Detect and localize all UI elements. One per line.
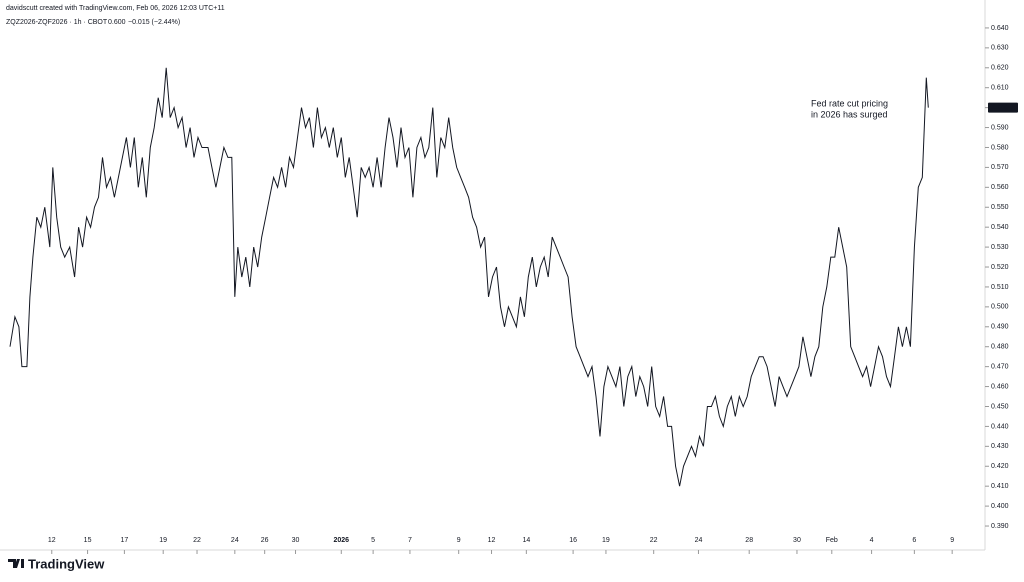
y-tick-label: 0.450 — [991, 403, 1009, 410]
y-tick-label: 0.460 — [991, 383, 1009, 390]
x-tick-label: 26 — [261, 537, 269, 544]
annotation: in 2026 has surged — [811, 109, 888, 119]
y-tick-label: 0.590 — [991, 124, 1009, 131]
y-tick-label: 0.430 — [991, 443, 1009, 450]
y-tick-label: 0.640 — [991, 25, 1009, 32]
x-tick-label: 17 — [120, 537, 128, 544]
y-tick-label: 0.390 — [991, 523, 1009, 530]
y-tick-label: 0.550 — [991, 204, 1009, 211]
y-tick-label: 0.480 — [991, 344, 1009, 351]
x-tick-label: 24 — [231, 537, 239, 544]
y-tick-label: 0.410 — [991, 483, 1009, 490]
x-tick-label: 15 — [84, 537, 92, 544]
y-tick-label: 0.490 — [991, 324, 1009, 331]
y-tick-label: 0.470 — [991, 363, 1009, 370]
last-price-box — [988, 102, 1018, 113]
x-tick-label: Feb — [826, 537, 838, 544]
x-tick-label: 5 — [371, 537, 375, 544]
x-tick-label: 19 — [602, 537, 610, 544]
annotation: Fed rate cut pricing — [811, 98, 888, 108]
x-tick-label: 22 — [650, 537, 658, 544]
x-tick-label: 12 — [48, 537, 56, 544]
brand: TradingView — [28, 556, 105, 571]
x-tick-label: 22 — [193, 537, 201, 544]
y-tick-label: 0.620 — [991, 65, 1009, 72]
x-tick-label: 16 — [569, 537, 577, 544]
y-tick-label: 0.530 — [991, 244, 1009, 251]
chart-title: ZQZ2026-ZQF2026 · 1h · CBOT — [6, 19, 108, 26]
x-tick-label: 9 — [950, 537, 954, 544]
y-tick-label: 0.510 — [991, 284, 1009, 291]
x-tick-label: 4 — [870, 537, 874, 544]
x-tick-label: 30 — [793, 537, 801, 544]
x-tick-label: 30 — [292, 537, 300, 544]
x-tick-label: 6 — [912, 537, 916, 544]
y-tick-label: 0.520 — [991, 264, 1009, 271]
y-tick-label: 0.540 — [991, 224, 1009, 231]
y-tick-label: 0.560 — [991, 184, 1009, 191]
x-tick-label: 19 — [159, 537, 167, 544]
last-price-label: 0.600 — [991, 104, 1009, 111]
logo — [8, 559, 24, 568]
y-tick-label: 0.400 — [991, 503, 1009, 510]
y-tick-label: 0.580 — [991, 144, 1009, 151]
x-tick-label: 7 — [408, 537, 412, 544]
y-tick-label: 0.570 — [991, 164, 1009, 171]
x-tick-label: 2026 — [333, 537, 349, 544]
price-line — [9, 67, 929, 487]
y-tick-label: 0.500 — [991, 304, 1009, 311]
x-tick-label: 12 — [488, 537, 496, 544]
x-tick-label: 9 — [457, 537, 461, 544]
x-tick-label: 28 — [745, 537, 753, 544]
y-tick-label: 0.610 — [991, 85, 1009, 92]
y-tick-label: 0.440 — [991, 423, 1009, 430]
header: davidscutt created with TradingView.com,… — [6, 5, 225, 12]
change: −0.015 (−2.44%) — [128, 19, 180, 26]
y-tick-label: 0.630 — [991, 45, 1009, 52]
last-value: 0.600 — [108, 19, 126, 26]
x-tick-label: 24 — [695, 537, 703, 544]
x-tick-label: 14 — [522, 537, 530, 544]
y-tick-label: 0.420 — [991, 463, 1009, 470]
